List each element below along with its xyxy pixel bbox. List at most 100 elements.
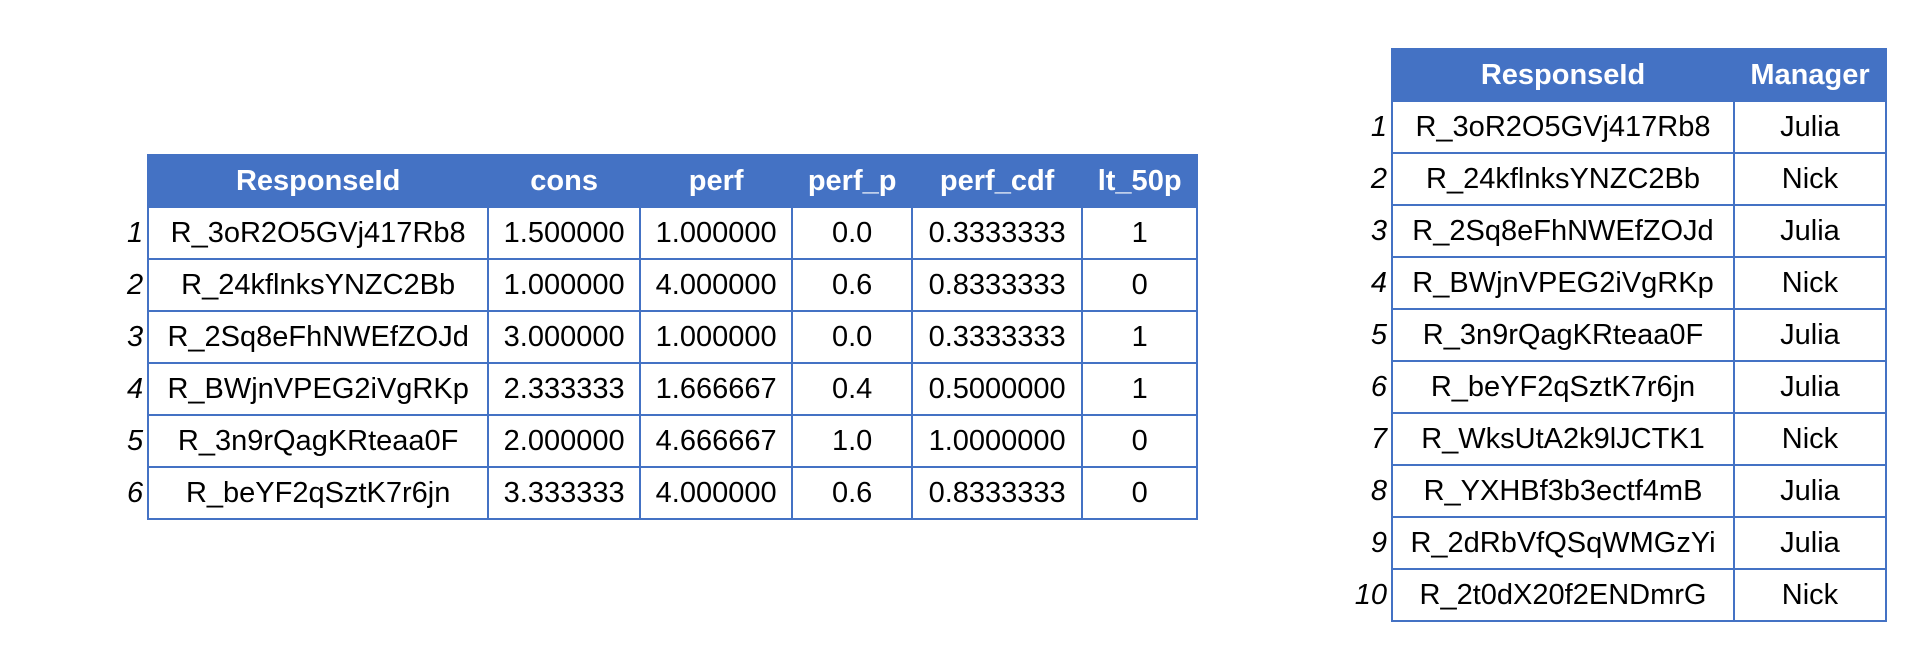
table-cell: R_3n9rQagKRteaa0F <box>147 414 490 468</box>
table-cell: 0.6 <box>791 466 914 520</box>
table-cell: 0.3333333 <box>911 206 1084 260</box>
table-cell: R_YXHBf3b3ectf4mB <box>1391 464 1735 518</box>
table-cell: Julia <box>1733 204 1887 258</box>
row-index: 4 <box>1370 266 1387 299</box>
table-cell: R_2Sq8eFhNWEfZOJd <box>147 310 490 364</box>
table-row: 5 R_3n9rQagKRteaa0F Julia <box>1354 308 1887 362</box>
row-index: 6 <box>127 476 144 509</box>
row-index: 5 <box>127 424 144 457</box>
table-row: 6 R_beYF2qSztK7r6jn 3.333333 4.000000 0.… <box>127 466 1199 520</box>
table-cell: Julia <box>1733 516 1887 570</box>
table-cell: Julia <box>1733 308 1887 362</box>
row-index: 1 <box>127 216 144 249</box>
table-cell: Nick <box>1733 412 1887 466</box>
table-row: 1 R_3oR2O5GVj417Rb8 1.500000 1.000000 0.… <box>127 206 1199 260</box>
table-row: 3 R_2Sq8eFhNWEfZOJd Julia <box>1354 204 1887 258</box>
table-cell: R_3n9rQagKRteaa0F <box>1391 308 1735 362</box>
header-row: ResponseId Manager <box>1354 48 1887 102</box>
index-header <box>127 155 148 207</box>
column-header: ResponseId <box>147 154 490 208</box>
table-cell: 1.500000 <box>487 206 642 260</box>
table-cell: Julia <box>1733 464 1887 518</box>
table-cell: 2.333333 <box>487 362 642 416</box>
table-cell: 0.4 <box>791 362 914 416</box>
row-index: 3 <box>1370 214 1387 247</box>
table-row: 5 R_3n9rQagKRteaa0F 2.000000 4.666667 1.… <box>127 414 1199 468</box>
table-cell: R_BWjnVPEG2iVgRKp <box>1391 256 1735 310</box>
table-cell: 0.5000000 <box>911 362 1084 416</box>
table-row: 3 R_2Sq8eFhNWEfZOJd 3.000000 1.000000 0.… <box>127 310 1199 364</box>
table-cell: 1 <box>1081 362 1199 416</box>
table-cell: Nick <box>1733 256 1887 310</box>
table-row: 2 R_24kflnksYNZC2Bb 1.000000 4.000000 0.… <box>127 258 1199 312</box>
table-cell: 0.8333333 <box>911 258 1084 312</box>
table-cell: 1.000000 <box>487 258 642 312</box>
table-row: 9 R_2dRbVfQSqWMGzYi Julia <box>1354 516 1887 570</box>
row-index: 4 <box>127 372 144 405</box>
row-index: 2 <box>127 268 144 301</box>
table-cell: R_3oR2O5GVj417Rb8 <box>147 206 490 260</box>
column-header: cons <box>487 154 642 208</box>
table-cell: R_2dRbVfQSqWMGzYi <box>1391 516 1735 570</box>
table-cell: 0.0 <box>791 206 914 260</box>
column-header: ResponseId <box>1391 48 1735 102</box>
table-cell: R_BWjnVPEG2iVgRKp <box>147 362 490 416</box>
table-cell: 0.3333333 <box>911 310 1084 364</box>
table-cell: R_2t0dX20f2ENDmrG <box>1391 568 1735 622</box>
row-index: 10 <box>1354 578 1387 611</box>
table-cell: R_beYF2qSztK7r6jn <box>147 466 490 520</box>
row-index: 1 <box>1370 110 1387 143</box>
table-cell: Julia <box>1733 360 1887 414</box>
table-cell: R_2Sq8eFhNWEfZOJd <box>1391 204 1735 258</box>
table-row: 1 R_3oR2O5GVj417Rb8 Julia <box>1354 100 1887 154</box>
column-header: perf_p <box>791 154 914 208</box>
right-data-table: ResponseId Manager 1 R_3oR2O5GVj417Rb8 J… <box>1354 48 1887 622</box>
table-row: 7 R_WksUtA2k9lJCTK1 Nick <box>1354 412 1887 466</box>
table-cell: R_3oR2O5GVj417Rb8 <box>1391 100 1735 154</box>
table-row: 10 R_2t0dX20f2ENDmrG Nick <box>1354 568 1887 622</box>
table-row: 4 R_BWjnVPEG2iVgRKp Nick <box>1354 256 1887 310</box>
table-row: 4 R_BWjnVPEG2iVgRKp 2.333333 1.666667 0.… <box>127 362 1199 416</box>
table-cell: 1.000000 <box>639 310 794 364</box>
table-cell: 1 <box>1081 206 1199 260</box>
row-index: 9 <box>1370 526 1387 559</box>
table-cell: 0.6 <box>791 258 914 312</box>
table-cell: 1.666667 <box>639 362 794 416</box>
table-cell: 2.000000 <box>487 414 642 468</box>
row-index: 7 <box>1370 422 1387 455</box>
left-data-table: ResponseId cons perf perf_p perf_cdf lt_… <box>127 154 1199 520</box>
table-row: 8 R_YXHBf3b3ectf4mB Julia <box>1354 464 1887 518</box>
table-cell: Julia <box>1733 100 1887 154</box>
table-cell: 0 <box>1081 466 1199 520</box>
table-cell: R_WksUtA2k9lJCTK1 <box>1391 412 1735 466</box>
table-cell: R_24kflnksYNZC2Bb <box>147 258 490 312</box>
table-cell: 1.0000000 <box>911 414 1084 468</box>
table-cell: 4.000000 <box>639 258 794 312</box>
table-row: 2 R_24kflnksYNZC2Bb Nick <box>1354 152 1887 206</box>
table-row: 6 R_beYF2qSztK7r6jn Julia <box>1354 360 1887 414</box>
table-cell: R_24kflnksYNZC2Bb <box>1391 152 1735 206</box>
table-cell: Nick <box>1733 568 1887 622</box>
table-cell: 1 <box>1081 310 1199 364</box>
table-cell: 1.0 <box>791 414 914 468</box>
row-index: 2 <box>1370 162 1387 195</box>
table-cell: 4.666667 <box>639 414 794 468</box>
index-header <box>1354 49 1392 101</box>
header-row: ResponseId cons perf perf_p perf_cdf lt_… <box>127 154 1199 208</box>
column-header: perf_cdf <box>911 154 1084 208</box>
column-header: lt_50p <box>1081 154 1199 208</box>
table-cell: 3.000000 <box>487 310 642 364</box>
table-cell: 0 <box>1081 258 1199 312</box>
table-cell: Nick <box>1733 152 1887 206</box>
row-index: 6 <box>1370 370 1387 403</box>
table-cell: 0.0 <box>791 310 914 364</box>
table-cell: R_beYF2qSztK7r6jn <box>1391 360 1735 414</box>
row-index: 5 <box>1370 318 1387 351</box>
table-cell: 0 <box>1081 414 1199 468</box>
table-cell: 0.8333333 <box>911 466 1084 520</box>
column-header: perf <box>639 154 794 208</box>
row-index: 8 <box>1370 474 1387 507</box>
row-index: 3 <box>127 320 144 353</box>
table-cell: 4.000000 <box>639 466 794 520</box>
table-cell: 1.000000 <box>639 206 794 260</box>
